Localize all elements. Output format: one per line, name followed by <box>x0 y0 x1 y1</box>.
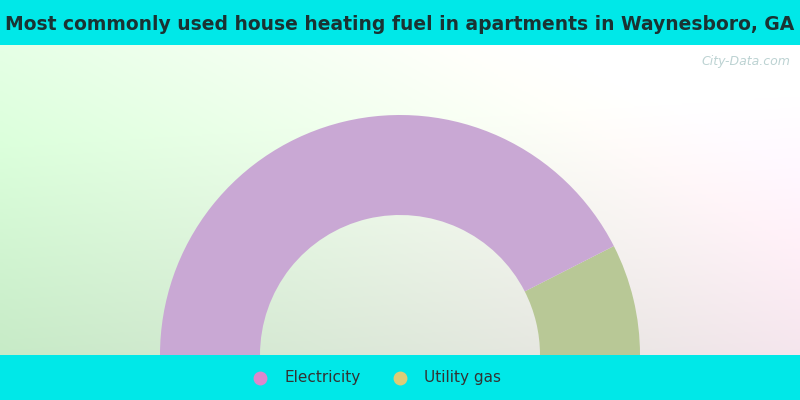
Text: Utility gas: Utility gas <box>424 370 501 385</box>
Text: Most commonly used house heating fuel in apartments in Waynesboro, GA: Most commonly used house heating fuel in… <box>6 15 794 34</box>
Wedge shape <box>525 246 640 355</box>
Wedge shape <box>160 115 614 355</box>
Text: City-Data.com: City-Data.com <box>701 55 790 68</box>
Text: Electricity: Electricity <box>284 370 360 385</box>
